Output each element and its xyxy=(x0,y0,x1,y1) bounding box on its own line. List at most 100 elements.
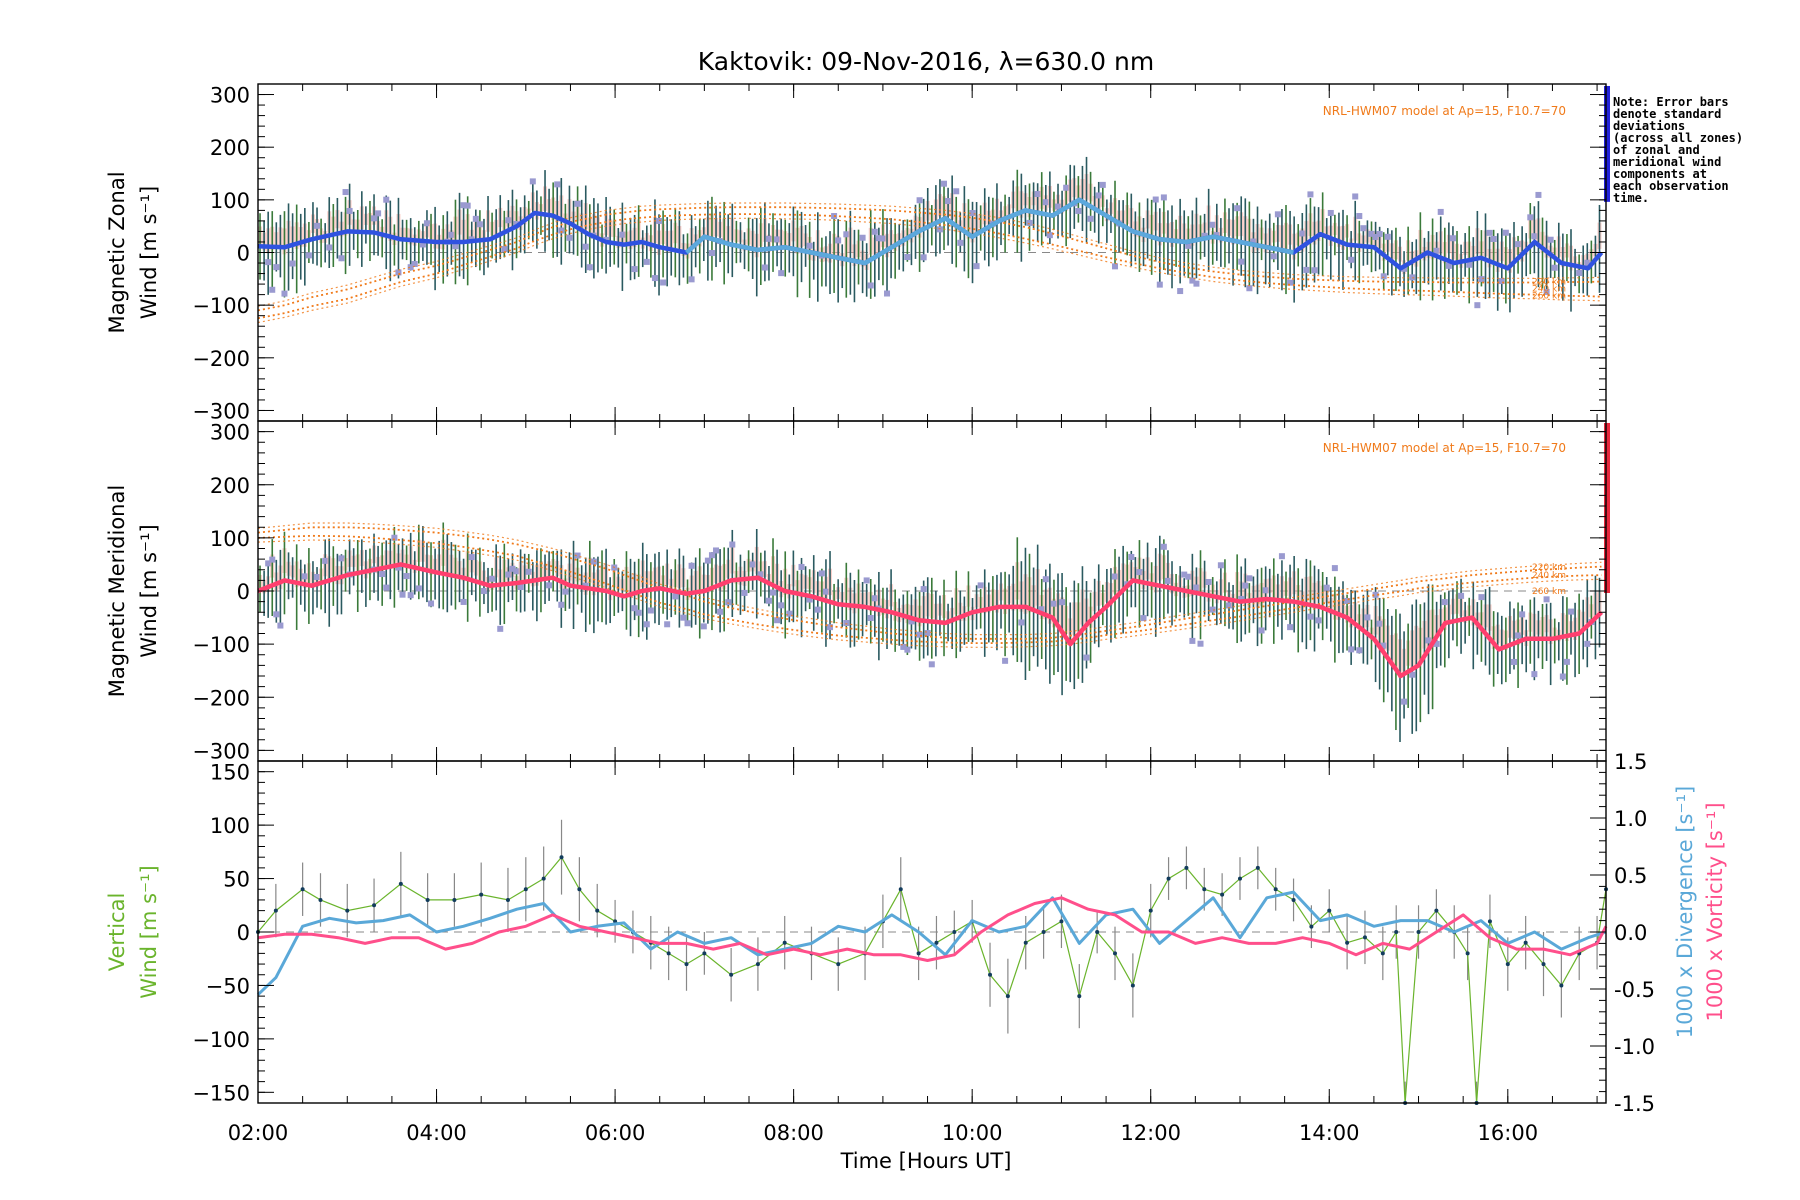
scatter-point xyxy=(1315,617,1322,624)
scatter-point xyxy=(517,584,524,591)
scatter-point xyxy=(708,552,715,559)
vertical-wind-point xyxy=(1273,887,1278,892)
note-line: denote standard xyxy=(1613,107,1721,121)
y-tick-label: 0 xyxy=(237,242,250,266)
scatter-point xyxy=(314,222,321,229)
y-tick-label: 100 xyxy=(210,527,250,551)
scatter-point xyxy=(729,541,736,548)
scatter-point xyxy=(879,235,886,242)
scatter-point xyxy=(1576,269,1583,276)
scatter-point xyxy=(1209,606,1216,613)
scatter-point xyxy=(1063,184,1070,191)
scatter-point xyxy=(700,623,707,630)
scatter-point xyxy=(859,234,866,241)
scatter-point xyxy=(1095,192,1102,199)
vertical-wind-point xyxy=(613,919,618,924)
scatter-point xyxy=(741,589,748,596)
model-curve xyxy=(257,539,1602,648)
y2-tick-label: 1.0 xyxy=(1614,807,1647,831)
y2-tick-label: 0.0 xyxy=(1614,921,1647,945)
y-axis-title: Magnetic Meridional xyxy=(105,485,129,697)
scatter-point xyxy=(631,266,638,273)
altitude-label: 260 km xyxy=(1532,587,1566,597)
scatter-point xyxy=(1425,637,1432,644)
vertical-wind-point xyxy=(1345,940,1350,945)
scatter-point xyxy=(1303,266,1310,273)
scatter-point xyxy=(403,573,410,580)
vertical-wind-point xyxy=(1416,930,1421,934)
scatter-point xyxy=(379,571,386,578)
scatter-point xyxy=(664,621,671,628)
scatter-point xyxy=(786,610,793,617)
model-curve xyxy=(257,213,1602,320)
y-tick-label: 100 xyxy=(210,189,250,213)
scatter-point xyxy=(827,624,834,631)
scatter-point xyxy=(1584,640,1591,647)
scatter-point xyxy=(867,282,874,289)
scatter-point xyxy=(1270,253,1277,260)
scatter-point xyxy=(395,269,402,276)
scatter-point xyxy=(1046,232,1053,239)
scatter-point xyxy=(395,564,402,571)
scatter-point xyxy=(1213,232,1220,239)
scatter-point xyxy=(1050,600,1057,607)
scatter-point xyxy=(501,246,508,253)
model-curve xyxy=(257,522,1602,636)
scatter-point xyxy=(1217,562,1224,569)
scatter-point xyxy=(423,220,430,227)
vertical-wind-point xyxy=(1202,887,1207,892)
scatter-point xyxy=(1278,553,1285,560)
scatter-point xyxy=(1287,279,1294,286)
note-line: (across all zones) xyxy=(1613,131,1743,145)
scatter-point xyxy=(269,556,276,563)
scatter-point xyxy=(371,215,378,222)
scatter-point xyxy=(1311,267,1318,274)
scatter-point xyxy=(725,599,732,606)
y-tick-label: 200 xyxy=(210,136,250,160)
note-line: each observation xyxy=(1613,179,1729,193)
scatter-point xyxy=(476,221,483,228)
scatter-point xyxy=(1038,606,1045,613)
vertical-wind-point xyxy=(1237,876,1242,881)
scatter-point xyxy=(1193,584,1200,591)
scatter-point xyxy=(770,589,777,596)
altitude-label: 220 km xyxy=(1532,277,1566,287)
y-tick-label: −300 xyxy=(192,739,250,763)
scatter-point xyxy=(322,557,329,564)
vertical-wind-point xyxy=(1130,983,1135,988)
mean-wind-line xyxy=(685,197,1294,266)
scatter-point xyxy=(875,235,882,242)
scatter-point xyxy=(1201,232,1208,239)
scatter-point xyxy=(525,568,532,575)
scatter-point xyxy=(1441,599,1448,606)
x-tick-label: 04:00 xyxy=(406,1121,467,1145)
scatter-point xyxy=(713,547,720,554)
scatter-point xyxy=(1181,571,1188,578)
scatter-point xyxy=(460,598,467,605)
scatter-point xyxy=(1360,225,1367,232)
scatter-point xyxy=(554,181,561,188)
altitude-label: 240 km xyxy=(1532,284,1566,294)
scatter-point xyxy=(1246,285,1253,292)
scatter-point xyxy=(1502,229,1509,236)
scatter-point xyxy=(672,593,679,600)
scatter-point xyxy=(1515,241,1522,248)
note-line: deviations xyxy=(1613,119,1685,133)
y-axis-title: Wind [m s⁻¹] xyxy=(137,524,161,657)
vertical-wind-point xyxy=(541,876,546,881)
scatter-point xyxy=(1474,302,1481,309)
vertical-wind-point xyxy=(702,951,707,956)
scatter-point xyxy=(1112,573,1119,580)
scatter-point xyxy=(977,582,984,589)
vorticity-line xyxy=(257,896,1608,962)
scatter-point xyxy=(941,180,948,187)
scatter-point xyxy=(273,611,280,618)
vertical-wind-point xyxy=(782,940,787,945)
scatter-point xyxy=(566,234,573,241)
scatter-point xyxy=(1486,229,1493,236)
scatter-point xyxy=(1563,658,1570,665)
model-curve xyxy=(257,534,1602,644)
y2-axis-title-divergence: 1000 x Divergence [s⁻¹] xyxy=(1673,786,1697,1038)
scatter-point xyxy=(920,586,927,593)
